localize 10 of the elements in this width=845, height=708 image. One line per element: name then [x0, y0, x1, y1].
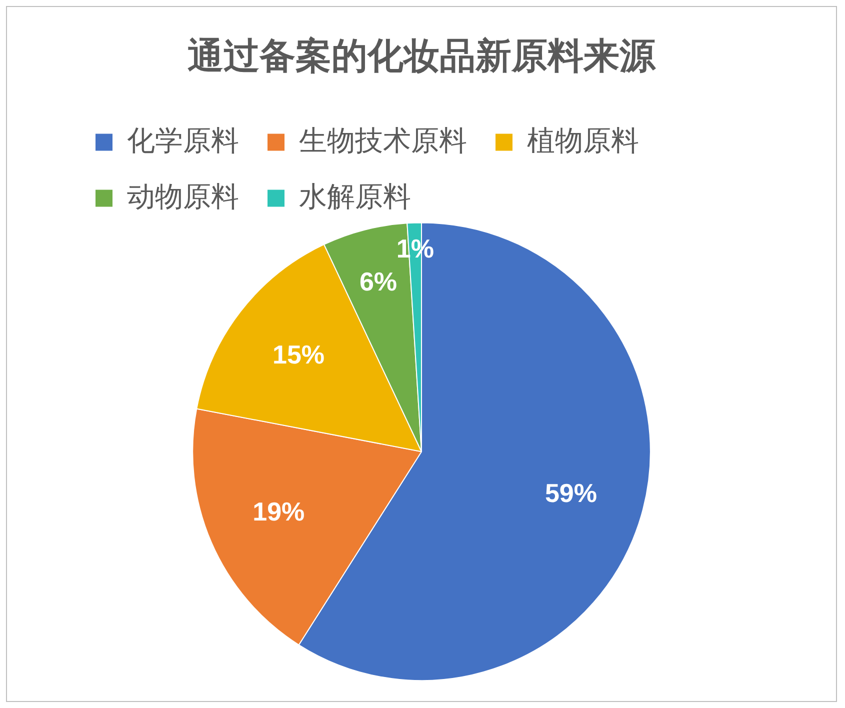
- legend-label: 植物原料: [527, 124, 639, 156]
- legend-label: 水解原料: [299, 180, 411, 212]
- legend-label: 化学原料: [127, 124, 239, 156]
- chart-title: 通过备案的化妆品新原料来源: [188, 36, 656, 76]
- legend-label: 动物原料: [127, 180, 239, 212]
- data-label: 15%: [272, 339, 325, 370]
- data-label: 59%: [544, 478, 597, 508]
- legend-label: 生物技术原料: [299, 124, 467, 156]
- data-label: 6%: [359, 266, 398, 296]
- data-label: 19%: [252, 496, 305, 527]
